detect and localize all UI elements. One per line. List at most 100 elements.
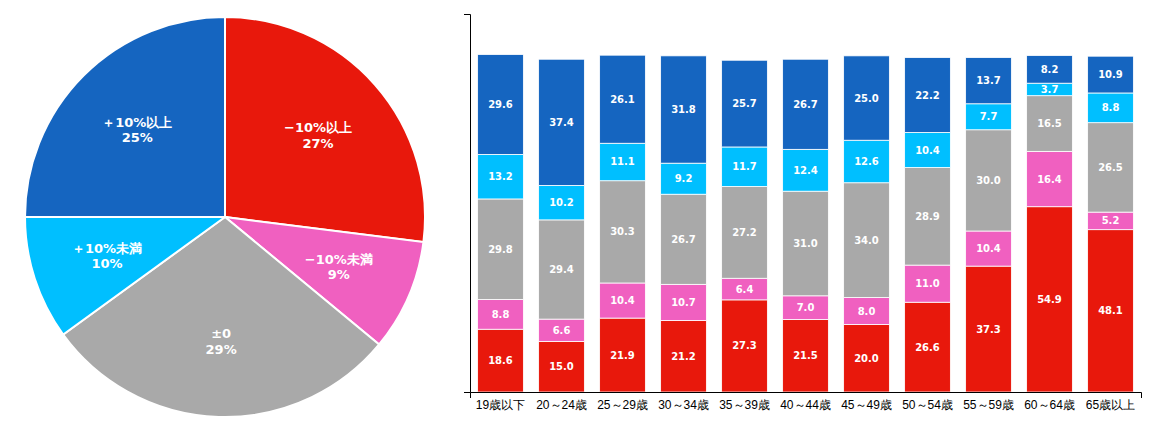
data-label: 37.4 (549, 117, 574, 128)
bar-segment (1027, 83, 1073, 95)
data-label: 31.8 (671, 104, 696, 115)
bar-segment (1027, 207, 1073, 392)
bar-segment (966, 266, 1012, 392)
data-label: 10.4 (610, 295, 635, 306)
bar-segment (661, 56, 707, 163)
x-tick-label: 20～24歳 (536, 398, 587, 412)
bar-segment (478, 55, 524, 155)
data-label: 8.8 (492, 309, 510, 320)
bar-segment (1088, 56, 1134, 93)
bar-segment (905, 58, 951, 133)
pie-label: −10%未満9% (305, 252, 373, 283)
data-label: 15.0 (549, 361, 574, 372)
bars (478, 55, 1134, 393)
x-tick: 20～24歳 (536, 392, 587, 412)
data-label: 16.5 (1037, 118, 1062, 129)
bar-segment (905, 265, 951, 302)
bar-segment (661, 163, 707, 194)
bar-segment (539, 185, 585, 219)
bar-segment (539, 319, 585, 341)
bar-segment (539, 341, 585, 392)
chart-container: −10%以上27%−10%未満9%±029%＋10%未満10%＋10%以上25%… (0, 0, 1153, 434)
data-label: 10.2 (549, 197, 574, 208)
pie-label-category: ＋10%以上 (102, 115, 172, 130)
bar-segment (661, 320, 707, 392)
x-tick-label: 40～44歳 (780, 398, 831, 412)
pie-slice (25, 217, 225, 335)
pie-slice (63, 217, 379, 417)
data-label: 26.7 (671, 234, 696, 245)
data-label: 22.2 (915, 90, 940, 101)
x-tick: 35～39歳 (719, 392, 770, 412)
pie-label-value: 25% (122, 130, 153, 145)
pie-label-category: ±0 (211, 326, 231, 341)
x-tick-label: 30～34歳 (658, 398, 709, 412)
data-label: 18.6 (488, 355, 513, 366)
x-tick: 55～59歳 (963, 392, 1014, 412)
bar-segment (844, 56, 890, 140)
data-label: 10.9 (1098, 69, 1123, 80)
data-label: 13.2 (488, 171, 513, 182)
x-tick-label: 25～29歳 (597, 398, 648, 412)
bar-segment (844, 325, 890, 393)
data-label: 9.2 (675, 173, 693, 184)
x-tick-label: 45～49歳 (841, 398, 892, 412)
pie-labels: −10%以上27%−10%未満9%±029%＋10%未満10%＋10%以上25% (72, 115, 373, 357)
data-labels: 18.615.021.921.227.321.520.026.637.354.9… (488, 64, 1123, 372)
x-tick-label: 35～39歳 (719, 398, 770, 412)
data-label: 12.4 (793, 165, 818, 176)
bar-segment (966, 104, 1012, 130)
data-label: 29.6 (488, 99, 513, 110)
pie-label-value: 27% (302, 136, 333, 151)
pie-label-category: ＋10%未満 (72, 241, 142, 256)
data-label: 26.5 (1098, 162, 1123, 173)
pie-label: ＋10%以上25% (102, 115, 172, 146)
bar-segment (478, 199, 524, 300)
data-label: 26.6 (915, 342, 940, 353)
data-label: 8.2 (1041, 64, 1059, 75)
data-label: 10.4 (915, 145, 940, 156)
chart-svg: −10%以上27%−10%未満9%±029%＋10%未満10%＋10%以上25%… (0, 0, 1153, 434)
bar-segment (478, 300, 524, 330)
data-label: 30.3 (610, 226, 635, 237)
data-label: 26.1 (610, 94, 635, 105)
x-tick: 30～34歳 (658, 392, 709, 412)
x-tick: 50～54歳 (902, 392, 953, 412)
data-label: 21.2 (671, 351, 696, 362)
x-tick: 60～64歳 (1024, 392, 1075, 412)
bar-segment (600, 181, 646, 283)
pie: −10%以上27%−10%未満9%±029%＋10%未満10%＋10%以上25% (25, 17, 425, 417)
bar-segment (600, 143, 646, 180)
bar-segment (1088, 230, 1134, 392)
y-axis (464, 15, 471, 393)
data-label: 13.7 (976, 75, 1001, 86)
bar-segment (1088, 212, 1134, 230)
data-label: 34.0 (854, 235, 879, 246)
data-label: 7.0 (797, 302, 815, 313)
pie-label: ±029% (206, 326, 237, 357)
data-label: 21.9 (610, 350, 635, 361)
bar-segment (783, 319, 829, 392)
y-axis-line (464, 15, 471, 393)
data-label: 29.4 (549, 264, 574, 275)
bar-segment (966, 231, 1012, 266)
bar-segment (966, 58, 1012, 104)
data-label: 54.9 (1037, 294, 1062, 305)
bar-segment (1027, 151, 1073, 206)
bar-segment (905, 132, 951, 167)
data-label: 11.0 (915, 278, 940, 289)
data-label: 37.3 (976, 324, 1001, 335)
bar-segment (722, 186, 768, 278)
x-tick: 25～29歳 (597, 392, 648, 412)
data-label: 8.0 (858, 306, 876, 317)
bar-segment (783, 296, 829, 320)
x-tick-label: 55～59歳 (963, 398, 1014, 412)
x-tick: 65歳以上 (1086, 392, 1135, 412)
data-label: 31.0 (793, 238, 818, 249)
pie-slice (225, 17, 425, 242)
data-label: 7.7 (980, 111, 998, 122)
pie-slice (25, 17, 225, 217)
pie-label: ＋10%未満10% (72, 241, 142, 272)
bar-segment (661, 194, 707, 284)
bar-segment (661, 284, 707, 320)
